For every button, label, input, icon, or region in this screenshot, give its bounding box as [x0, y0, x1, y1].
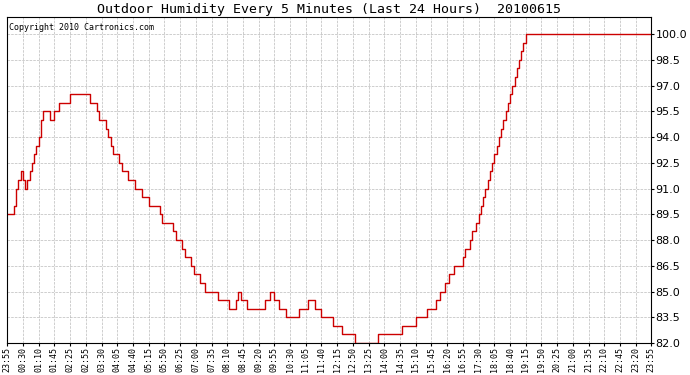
Title: Outdoor Humidity Every 5 Minutes (Last 24 Hours)  20100615: Outdoor Humidity Every 5 Minutes (Last 2… [97, 3, 562, 16]
Text: Copyright 2010 Cartronics.com: Copyright 2010 Cartronics.com [8, 24, 154, 33]
